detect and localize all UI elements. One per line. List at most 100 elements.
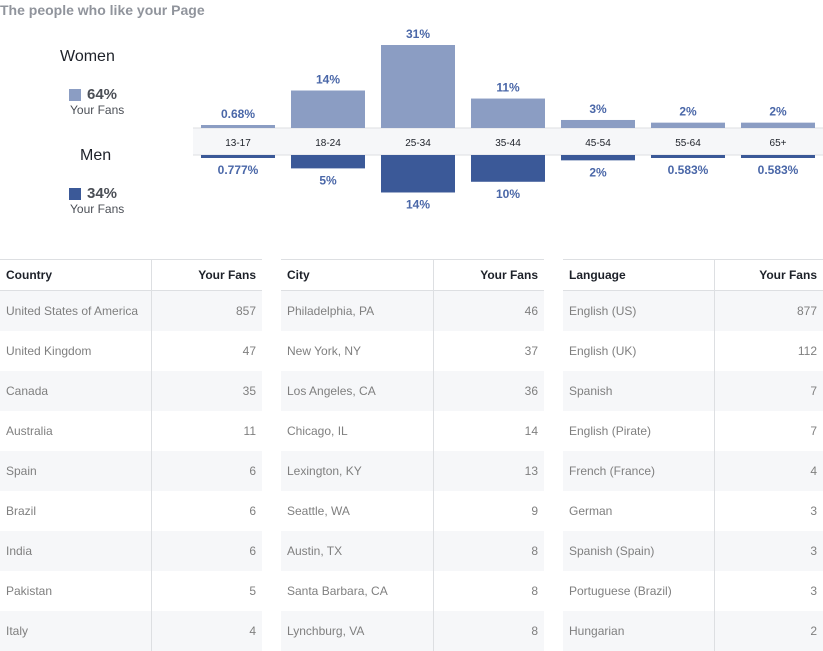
age-tick-label-25-34: 25-34 bbox=[405, 138, 431, 149]
country-name-cell: Italy bbox=[0, 611, 152, 651]
city-your-fans-header[interactable]: Your Fans bbox=[433, 259, 544, 291]
fan-count-cell: 6 bbox=[151, 531, 262, 571]
table-row: Austin, TX 8 bbox=[281, 531, 544, 571]
language-name-cell: Portuguese (Brazil) bbox=[563, 571, 715, 611]
country-name-cell: Pakistan bbox=[0, 571, 152, 611]
language-name-cell: German bbox=[563, 491, 715, 531]
language-name-cell: English (US) bbox=[563, 290, 715, 331]
table-row: Italy 4 bbox=[0, 611, 262, 651]
city-column-header[interactable]: City bbox=[281, 259, 434, 291]
men-data-label-18-24: 5% bbox=[319, 173, 337, 187]
fan-count-cell: 8 bbox=[433, 611, 544, 651]
table-row: Spain 6 bbox=[0, 451, 262, 491]
country-column-header[interactable]: Country bbox=[0, 259, 152, 291]
men-bar-18-24 bbox=[291, 155, 365, 169]
men-bar-55-64 bbox=[651, 155, 725, 158]
men-bar-25-34 bbox=[381, 155, 455, 193]
table-row: Brazil 6 bbox=[0, 491, 262, 531]
fan-count-cell: 46 bbox=[433, 290, 544, 331]
fan-count-cell: 13 bbox=[433, 451, 544, 491]
fan-count-cell: 5 bbox=[249, 584, 256, 598]
men-bar-45-54 bbox=[561, 155, 635, 161]
fan-count-cell: 14 bbox=[524, 424, 538, 438]
language-your-fans-header[interactable]: Your Fans bbox=[714, 259, 823, 291]
city-name-cell: Lynchburg, VA bbox=[281, 611, 434, 651]
fan-count-cell: 35 bbox=[151, 371, 262, 411]
fan-count-cell: 3 bbox=[714, 531, 823, 571]
page-title: The people who like your Page bbox=[0, 2, 205, 18]
fan-count-cell: 877 bbox=[714, 290, 823, 331]
table-row: Santa Barbara, CA 8 bbox=[281, 571, 544, 611]
country-name-cell: Canada bbox=[0, 371, 152, 411]
fan-count-cell: 112 bbox=[797, 344, 817, 358]
table-row: Hungarian 2 bbox=[563, 611, 823, 651]
fan-count-cell: 3 bbox=[810, 504, 817, 518]
age-tick-label-35-44: 35-44 bbox=[495, 138, 521, 149]
table-row: Spanish 7 bbox=[563, 371, 823, 411]
men-bar-35-44 bbox=[471, 155, 545, 182]
language-column-header[interactable]: Language bbox=[563, 259, 715, 291]
legend-women-percent-row: 64% bbox=[69, 86, 117, 103]
table-row: India 6 bbox=[0, 531, 262, 571]
language-name-cell: Spanish bbox=[563, 371, 715, 411]
legend-women-label: Women bbox=[60, 48, 115, 65]
fan-count-cell: 4 bbox=[151, 611, 262, 651]
women-bar-18-24 bbox=[291, 90, 365, 128]
country-name-cell: United Kingdom bbox=[0, 331, 152, 371]
men-bar-13-17 bbox=[201, 155, 275, 158]
city-name-cell: New York, NY bbox=[281, 331, 434, 371]
language-name-cell: English (UK) bbox=[563, 331, 715, 371]
country-name-cell: United States of America bbox=[0, 290, 152, 331]
fan-count-cell: 4 bbox=[714, 451, 823, 491]
fan-count-cell: 9 bbox=[531, 504, 538, 518]
fan-count-cell: 47 bbox=[242, 344, 256, 358]
fan-count-cell: 2 bbox=[714, 611, 823, 651]
table-row: United States of America 857 bbox=[0, 290, 262, 331]
language-name-cell: Spanish (Spain) bbox=[563, 531, 715, 571]
women-bar-35-44 bbox=[471, 98, 545, 128]
legend-men-label: Men bbox=[80, 147, 112, 164]
fan-count-cell: 7 bbox=[810, 424, 817, 438]
legend-men: Men bbox=[80, 147, 170, 165]
country-table: Country Your Fans United States of America… bbox=[0, 259, 262, 651]
age-tick-label-55-64: 55-64 bbox=[675, 138, 701, 149]
women-data-label-45-54: 3% bbox=[589, 102, 607, 116]
age-gender-chart: 0.68% 0.777% 13-17 14% 5% 18-24 31% 14% 25-34 11%… bbox=[193, 27, 823, 211]
table-row: Canada 35 bbox=[0, 371, 262, 411]
language-name-cell: English (Pirate) bbox=[563, 411, 715, 451]
fan-count-cell: 8 bbox=[433, 531, 544, 571]
men-data-label-45-54: 2% bbox=[589, 165, 607, 179]
table-row: Portuguese (Brazil) 3 bbox=[563, 571, 823, 611]
men-data-label-65+: 0.583% bbox=[758, 163, 799, 177]
women-data-label-18-24: 14% bbox=[316, 73, 340, 87]
country-name-cell: Spain bbox=[0, 451, 152, 491]
country-name-cell: India bbox=[0, 531, 152, 571]
women-data-label-65+: 2% bbox=[769, 105, 787, 119]
country-your-fans-header[interactable]: Your Fans bbox=[151, 259, 262, 291]
table-row: United Kingdom 47 bbox=[0, 331, 262, 371]
city-name-cell: Lexington, KY bbox=[281, 451, 434, 491]
language-table-header: Language Your Fans bbox=[563, 259, 823, 291]
table-row: English (Pirate) 7 bbox=[563, 411, 823, 451]
women-bar-25-34 bbox=[381, 45, 455, 128]
table-row: Lexington, KY 13 bbox=[281, 451, 544, 491]
men-data-label-35-44: 10% bbox=[496, 187, 520, 201]
women-data-label-55-64: 2% bbox=[679, 105, 697, 119]
fan-count-cell: 7 bbox=[714, 371, 823, 411]
table-row: New York, NY 37 bbox=[281, 331, 544, 371]
language-table: Language Your Fans English (US) 877 English … bbox=[563, 259, 823, 651]
women-bar-55-64 bbox=[651, 122, 725, 128]
country-table-header: Country Your Fans bbox=[0, 259, 262, 291]
age-tick-label-13-17: 13-17 bbox=[225, 138, 251, 149]
city-table: City Your Fans Philadelphia, PA 46 New York,… bbox=[281, 259, 544, 651]
legend-women: Women bbox=[60, 48, 150, 66]
table-row: Chicago, IL 14 bbox=[281, 411, 544, 451]
table-row: Philadelphia, PA 46 bbox=[281, 290, 544, 331]
fan-count-cell: 857 bbox=[151, 290, 262, 331]
table-row: Spanish (Spain) 3 bbox=[563, 531, 823, 571]
city-name-cell: Los Angeles, CA bbox=[281, 371, 434, 411]
table-row: English (US) 877 bbox=[563, 290, 823, 331]
women-data-label-25-34: 31% bbox=[406, 27, 430, 41]
women-bar-45-54 bbox=[561, 119, 635, 128]
men-data-label-55-64: 0.583% bbox=[668, 163, 709, 177]
